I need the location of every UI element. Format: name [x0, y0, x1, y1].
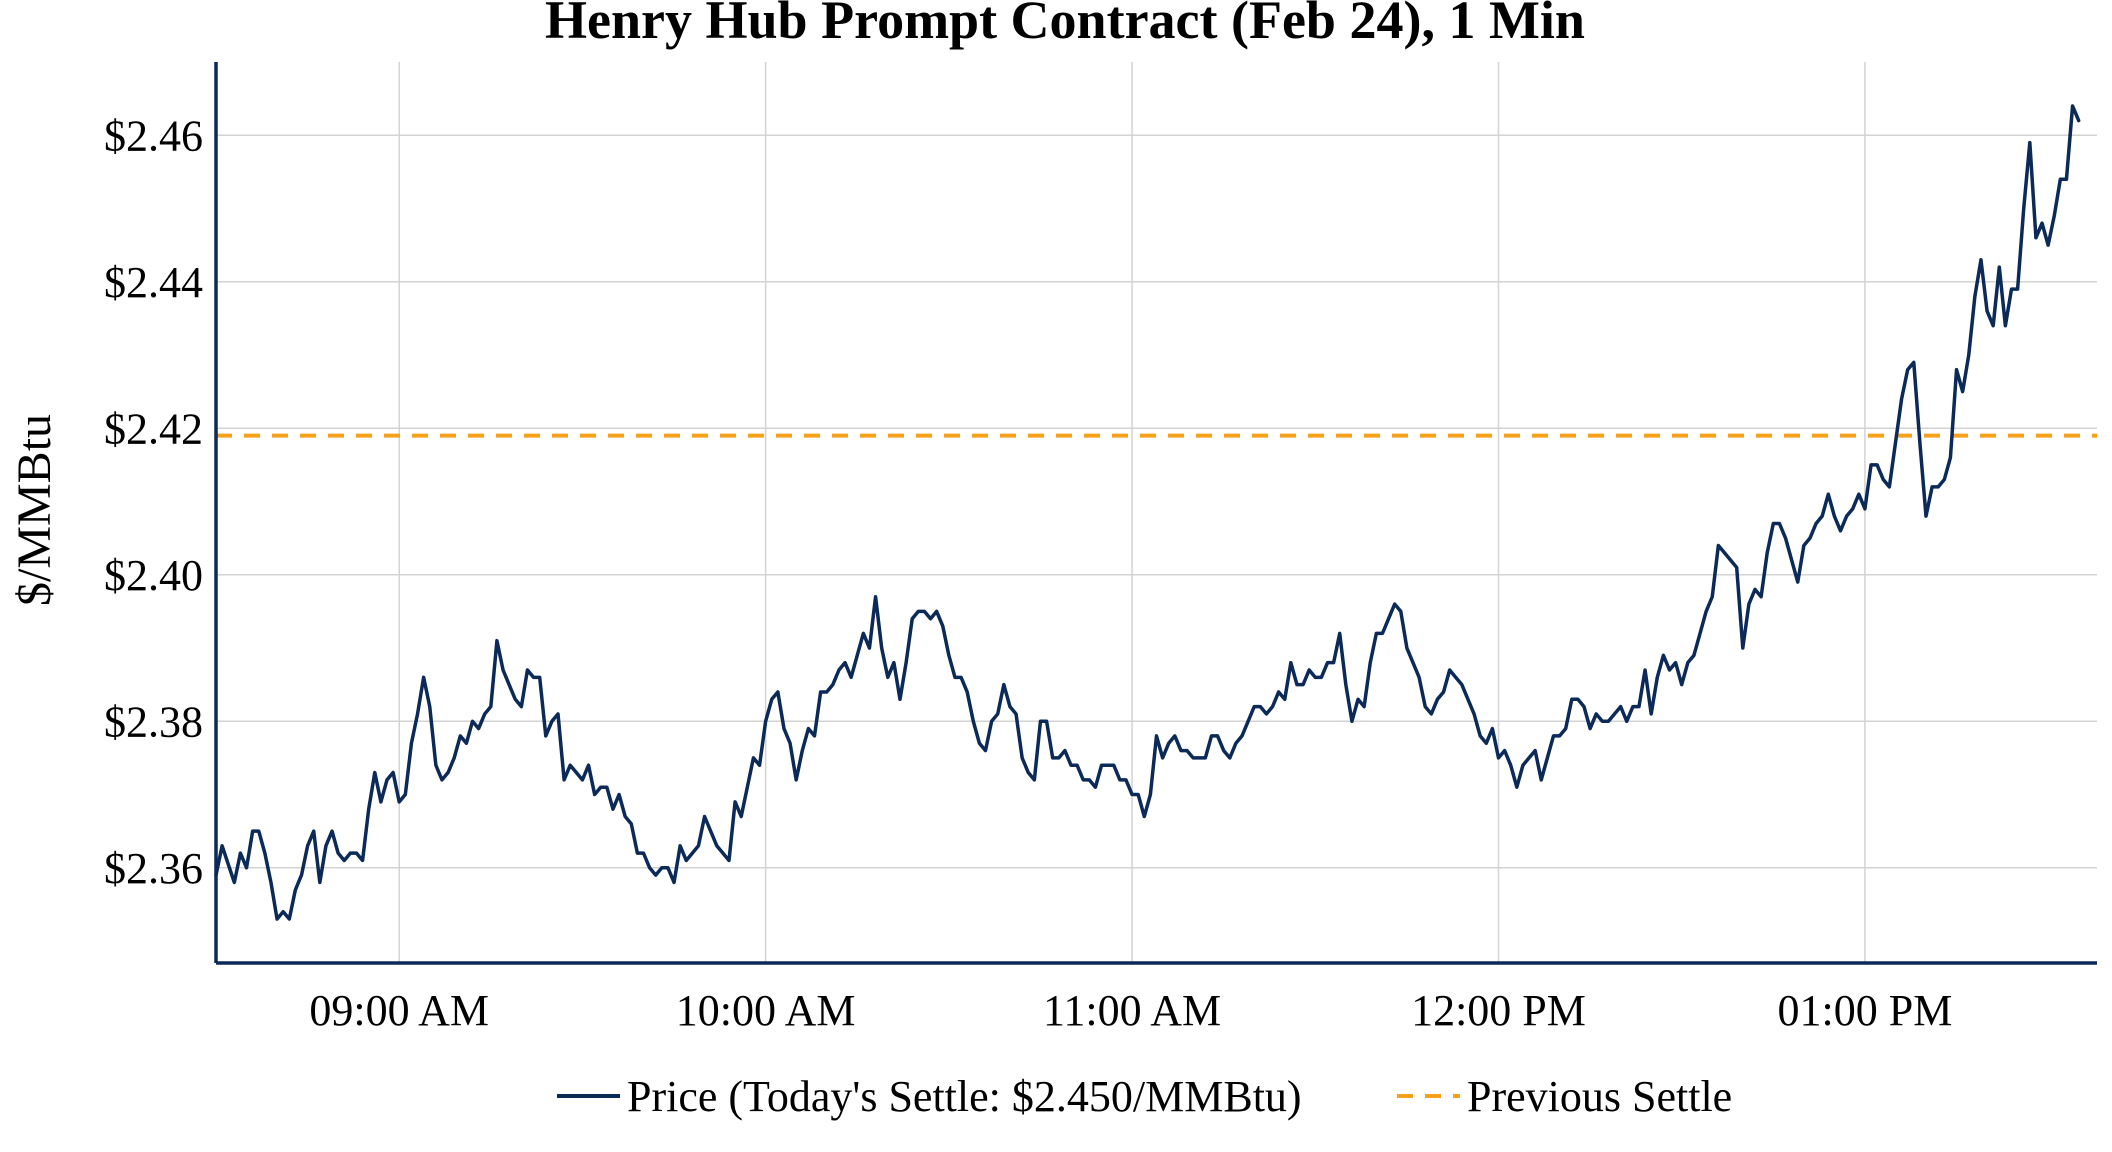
x-tick-labels: 09:00 AM 10:00 AM 11:00 AM 12:00 PM 01:00 PM [309, 986, 1952, 1035]
y-tick-label: $2.44 [104, 258, 203, 307]
x-tick-label: 11:00 AM [1043, 986, 1221, 1035]
x-tick-label: 10:00 AM [676, 986, 856, 1035]
x-tick-label: 01:00 PM [1778, 986, 1953, 1035]
y-tick-label: $2.42 [104, 404, 203, 453]
y-tick-label: $2.36 [104, 844, 203, 893]
y-tick-labels: $2.36 $2.38 $2.40 $2.42 $2.44 $2.46 [104, 111, 203, 893]
x-gridlines [398, 62, 1866, 963]
y-tick-label: $2.40 [104, 551, 203, 600]
legend-previous-settle-label: Previous Settle [1467, 1072, 1732, 1121]
legend: Price (Today's Settle: $2.450/MMBtu) Pre… [557, 1072, 1732, 1121]
price-layer [214, 104, 2081, 921]
chart-title: Henry Hub Prompt Contract (Feb 24), 1 Mi… [545, 0, 1585, 50]
price-series-line [214, 104, 2081, 921]
y-axis-label: $/MMBtu [8, 414, 61, 606]
y-gridlines [216, 134, 2097, 869]
legend-price-label: Price (Today's Settle: $2.450/MMBtu) [627, 1072, 1302, 1121]
legend-item-previous-settle: Previous Settle [1397, 1072, 1732, 1121]
legend-item-price: Price (Today's Settle: $2.450/MMBtu) [557, 1072, 1302, 1121]
y-tick-label: $2.38 [104, 697, 203, 746]
y-tick-label: $2.46 [104, 111, 203, 160]
x-tick-label: 12:00 PM [1411, 986, 1586, 1035]
x-tick-label: 09:00 AM [309, 986, 489, 1035]
